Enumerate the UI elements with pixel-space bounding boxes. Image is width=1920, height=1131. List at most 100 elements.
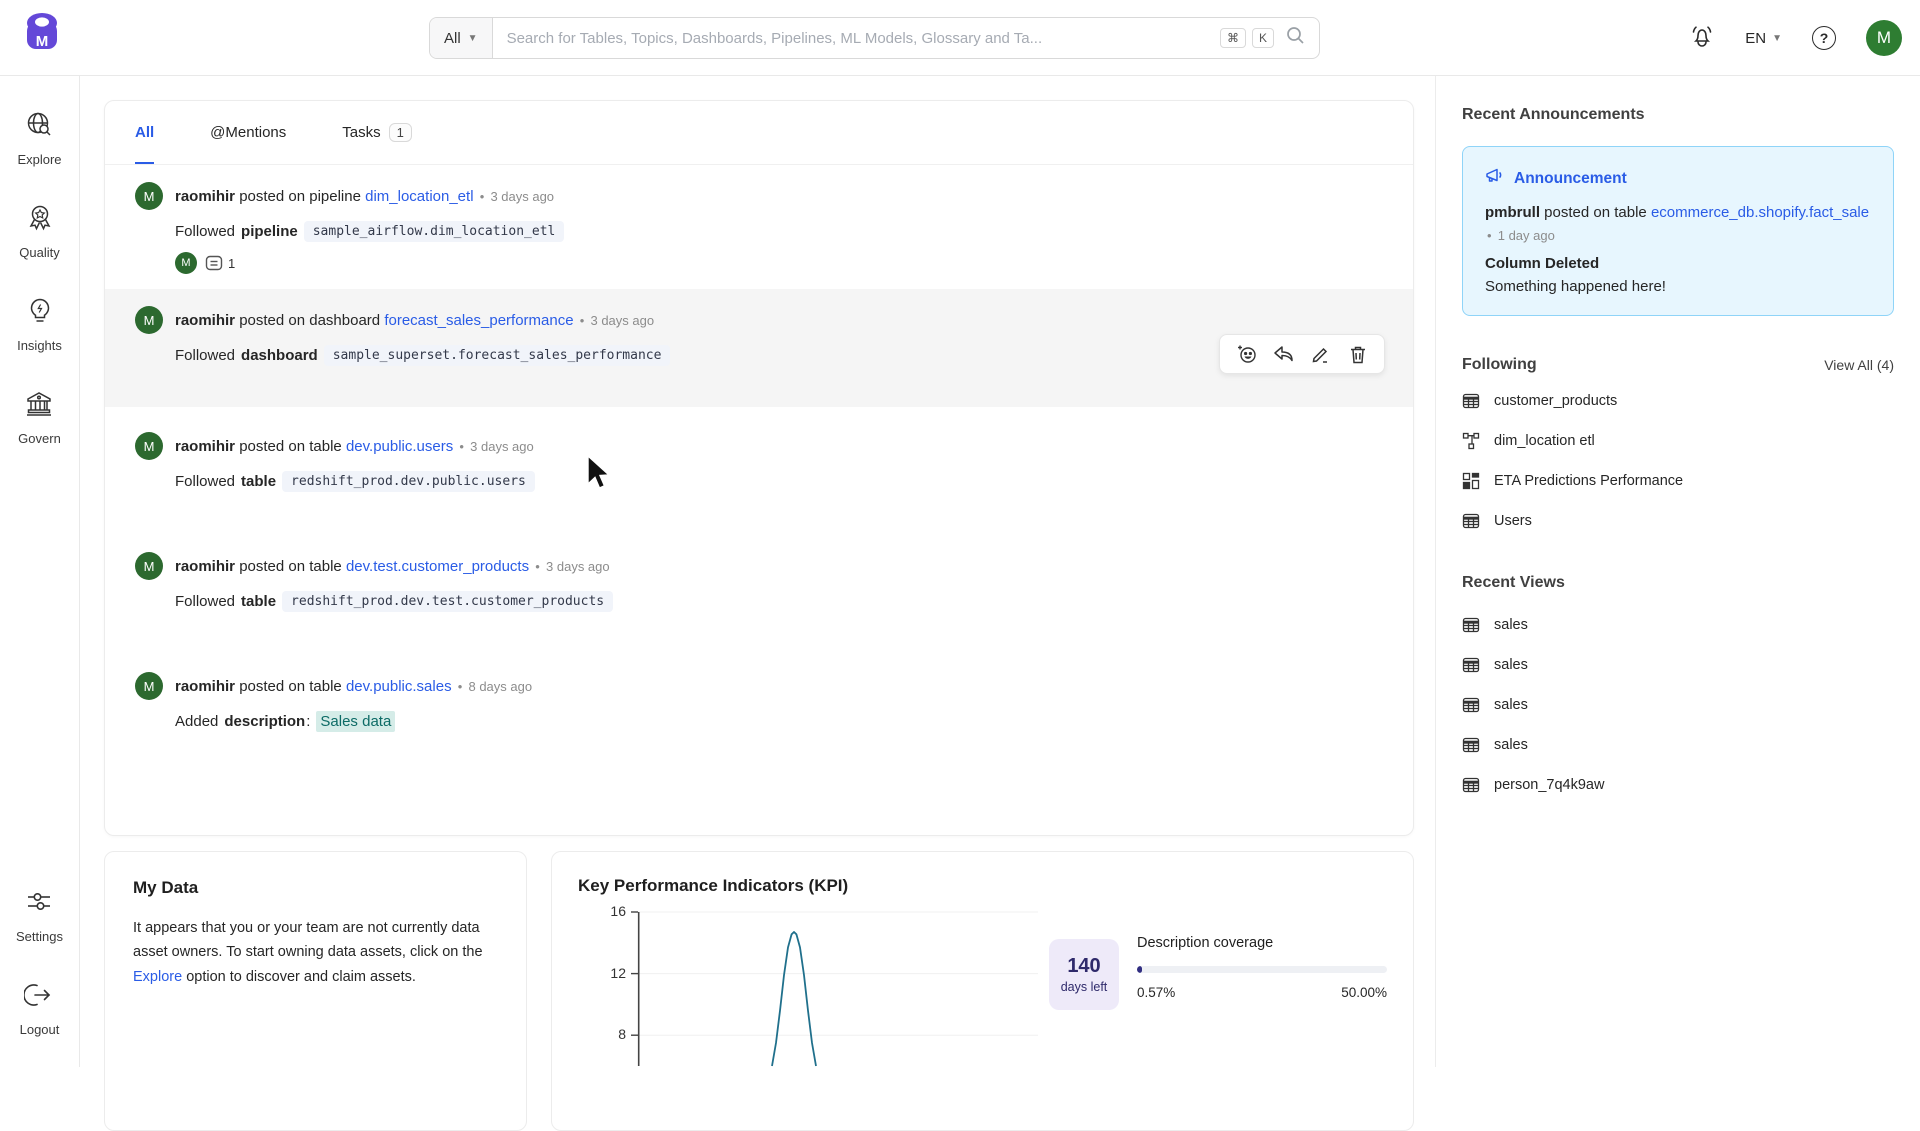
- delete-icon[interactable]: [1344, 340, 1372, 368]
- entity-link[interactable]: dev.public.sales: [346, 678, 452, 695]
- add-reaction-icon[interactable]: [1233, 340, 1261, 368]
- help-icon[interactable]: ?: [1812, 26, 1836, 50]
- ml-model-icon: [1462, 472, 1480, 490]
- reply-icon[interactable]: [1270, 340, 1298, 368]
- language-select[interactable]: EN ▼: [1745, 30, 1782, 47]
- sidebar-item-quality[interactable]: Quality: [19, 203, 59, 260]
- my-data-text-before: It appears that you or your team are not…: [133, 920, 483, 960]
- sidebar-item-logout[interactable]: Logout: [20, 980, 60, 1037]
- announcement-user[interactable]: pmbrull: [1485, 204, 1540, 221]
- entity-link[interactable]: forecast_sales_performance: [384, 312, 573, 329]
- y-tick-label: 12: [594, 965, 626, 981]
- entity-link[interactable]: dev.public.users: [346, 438, 453, 455]
- list-item-label: Users: [1494, 513, 1532, 529]
- sidebar-item-govern[interactable]: Govern: [18, 389, 61, 446]
- sidebar-item-label: Logout: [20, 1022, 60, 1037]
- feed-item[interactable]: M raomihir posted on dashboard forecast_…: [105, 289, 1413, 407]
- list-item[interactable]: Users: [1462, 502, 1894, 540]
- lightbulb-icon: [25, 296, 55, 329]
- action-text: posted on dashboard: [239, 312, 380, 329]
- days-left-label: days left: [1061, 980, 1108, 994]
- notifications-bell-icon[interactable]: [1689, 23, 1715, 54]
- list-item[interactable]: customer_products: [1462, 382, 1894, 420]
- colon: :: [306, 713, 310, 730]
- comment-count-chip[interactable]: 1: [205, 255, 235, 272]
- my-data-card: My Data It appears that you or your team…: [104, 851, 527, 1131]
- feed-tabs: All @Mentions Tasks 1: [105, 101, 1413, 165]
- avatar[interactable]: M: [135, 552, 163, 580]
- table-icon: [1462, 512, 1480, 530]
- search-icon[interactable]: [1286, 26, 1305, 50]
- feed-item-header: raomihir posted on pipeline dim_location…: [175, 188, 554, 205]
- sidebar-item-explore[interactable]: Explore: [17, 110, 61, 167]
- announcement-body: Something happened here!: [1485, 278, 1871, 295]
- username[interactable]: raomihir: [175, 678, 235, 695]
- reaction-avatar[interactable]: M: [175, 252, 197, 274]
- right-sidebar: Recent Announcements Announcement pmbrul…: [1435, 76, 1920, 1067]
- list-item-label: person_7q4k9aw: [1494, 777, 1604, 793]
- table-icon: [1462, 696, 1480, 714]
- list-item[interactable]: dim_location etl: [1462, 422, 1894, 460]
- dot-separator: •: [458, 679, 463, 694]
- sidebar-item-insights[interactable]: Insights: [17, 296, 62, 353]
- search-input[interactable]: [493, 30, 1220, 47]
- chevron-down-icon: ▼: [1772, 33, 1782, 44]
- feed-item[interactable]: M raomihir posted on table dev.public.us…: [105, 415, 1413, 523]
- explore-link[interactable]: Explore: [133, 969, 182, 985]
- list-item[interactable]: sales: [1462, 726, 1894, 764]
- days-left-badge: 140 days left: [1049, 939, 1119, 1010]
- list-item[interactable]: sales: [1462, 606, 1894, 644]
- table-icon: [1462, 736, 1480, 754]
- announcement-entity-link[interactable]: ecommerce_db.shopify.fact_sale: [1651, 204, 1869, 221]
- announcement-card[interactable]: Announcement pmbrull posted on table eco…: [1462, 146, 1894, 316]
- avatar[interactable]: M: [135, 672, 163, 700]
- avatar[interactable]: M: [135, 432, 163, 460]
- feed-item[interactable]: M raomihir posted on pipeline dim_locati…: [105, 165, 1413, 289]
- dot-separator: •: [580, 313, 585, 328]
- sidebar-item-settings[interactable]: Settings: [16, 887, 63, 944]
- list-item-label: dim_location etl: [1494, 433, 1595, 449]
- tab-mentions[interactable]: @Mentions: [210, 101, 286, 164]
- user-avatar[interactable]: M: [1866, 20, 1902, 56]
- recent-views-list: sales sales sales sales person_7q4k9aw: [1462, 606, 1894, 804]
- list-item-label: sales: [1494, 657, 1528, 673]
- username[interactable]: raomihir: [175, 312, 235, 329]
- announcement-time: 1 day ago: [1498, 228, 1555, 243]
- feed-item-header: raomihir posted on table dev.public.sale…: [175, 678, 532, 695]
- timestamp: 8 days ago: [468, 679, 532, 694]
- main-content: All @Mentions Tasks 1 M raomihir posted …: [80, 76, 1435, 1067]
- megaphone-icon: [1485, 167, 1505, 190]
- list-item-label: sales: [1494, 617, 1528, 633]
- tab-tasks[interactable]: Tasks 1: [342, 101, 412, 164]
- avatar[interactable]: M: [135, 306, 163, 334]
- table-icon: [1462, 616, 1480, 634]
- verb: Followed: [175, 347, 235, 364]
- list-item[interactable]: ETA Predictions Performance: [1462, 462, 1894, 500]
- entity-link[interactable]: dim_location_etl: [365, 188, 473, 205]
- view-all-link[interactable]: View All (4): [1824, 357, 1894, 373]
- list-item[interactable]: sales: [1462, 686, 1894, 724]
- timestamp: 3 days ago: [546, 559, 610, 574]
- tab-all[interactable]: All: [135, 101, 154, 164]
- announcement-title: Announcement: [1514, 170, 1627, 188]
- chevron-down-icon: ▼: [468, 33, 478, 44]
- tab-label: Tasks: [342, 124, 380, 141]
- list-item[interactable]: sales: [1462, 646, 1894, 684]
- username[interactable]: raomihir: [175, 438, 235, 455]
- feed-hover-toolbar: [1219, 334, 1385, 374]
- sidebar-item-label: Settings: [16, 929, 63, 944]
- feed-item[interactable]: M raomihir posted on table dev.public.sa…: [105, 655, 1413, 747]
- recent-views-title: Recent Views: [1462, 574, 1894, 592]
- tab-label: All: [135, 124, 154, 141]
- username[interactable]: raomihir: [175, 558, 235, 575]
- feed-item[interactable]: M raomihir posted on table dev.test.cust…: [105, 535, 1413, 643]
- username[interactable]: raomihir: [175, 188, 235, 205]
- edit-icon[interactable]: [1307, 340, 1335, 368]
- openmetadata-logo-icon[interactable]: M: [22, 10, 62, 63]
- search-scope-select[interactable]: All ▼: [430, 18, 493, 58]
- avatar[interactable]: M: [135, 182, 163, 210]
- y-tick-label: 8: [594, 1026, 626, 1042]
- tab-label: @Mentions: [210, 124, 286, 141]
- entity-link[interactable]: dev.test.customer_products: [346, 558, 529, 575]
- list-item[interactable]: person_7q4k9aw: [1462, 766, 1894, 804]
